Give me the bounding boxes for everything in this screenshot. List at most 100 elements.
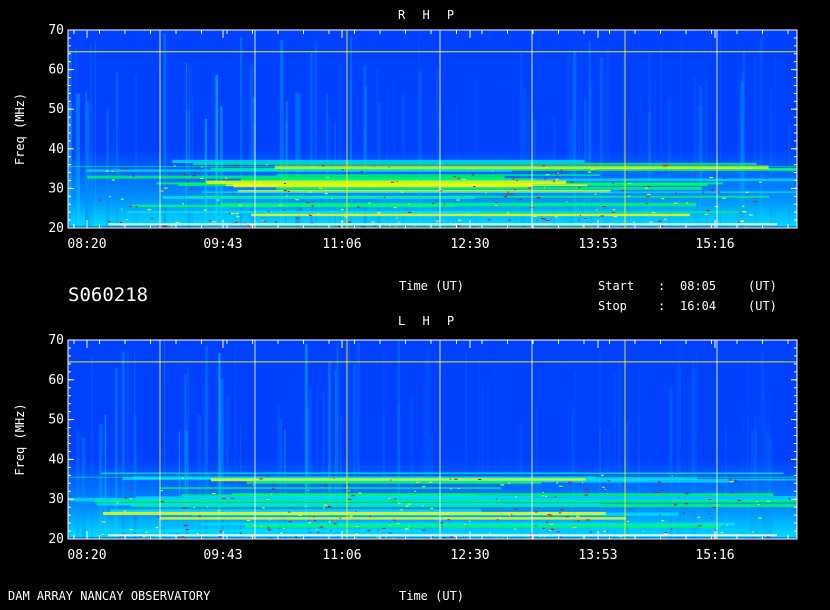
emission-speck xyxy=(661,198,665,200)
emission-streak xyxy=(760,350,764,539)
emission-streak xyxy=(573,50,577,228)
emission-streak xyxy=(121,351,125,539)
emission-speck xyxy=(105,170,109,172)
emission-speck xyxy=(536,197,541,199)
emission-speck xyxy=(737,499,741,501)
x-tick-label: 09:43 xyxy=(203,237,242,252)
emission-streak xyxy=(788,124,791,228)
spectrogram-panel-0: 20 30 40 50 60 70 Freq (MHz) 08:20 09:43 11:06 12:… xyxy=(13,23,798,252)
emission-speck xyxy=(322,165,325,167)
emission-streak xyxy=(688,380,690,539)
emission-speck xyxy=(356,206,360,208)
emission-speck xyxy=(123,510,126,512)
emission-speck xyxy=(540,218,544,220)
emission-streak xyxy=(215,75,219,228)
emission-streak xyxy=(350,36,353,228)
emission-speck xyxy=(400,191,404,193)
emission-speck xyxy=(514,508,517,510)
emission-speck xyxy=(282,512,287,514)
emission-speck xyxy=(394,498,397,500)
y-tick-label: 60 xyxy=(48,373,64,388)
emission-band xyxy=(210,478,586,482)
emission-speck xyxy=(489,532,491,534)
emission-speck xyxy=(122,224,124,226)
emission-speck xyxy=(109,196,111,198)
emission-speck xyxy=(722,197,726,199)
y-tick-label: 40 xyxy=(48,452,64,467)
emission-speck xyxy=(673,202,678,204)
emission-speck xyxy=(183,174,187,176)
emission-streak xyxy=(693,75,697,228)
emission-speck xyxy=(206,506,209,508)
emission-streak xyxy=(494,361,496,539)
emission-streak xyxy=(754,427,758,539)
emission-speck xyxy=(567,517,571,519)
emission-streak xyxy=(239,37,243,228)
emission-band xyxy=(110,509,482,513)
emission-speck xyxy=(546,521,549,523)
emission-speck xyxy=(439,522,443,524)
emission-streak xyxy=(648,52,652,228)
emission-speck xyxy=(416,481,420,483)
emission-speck xyxy=(508,482,510,484)
emission-speck xyxy=(627,520,630,522)
emission-speck xyxy=(295,536,298,538)
emission-speck xyxy=(181,536,184,538)
xlabel-rhp: Time (UT) xyxy=(399,279,465,293)
emission-speck xyxy=(509,514,511,516)
emission-speck xyxy=(270,493,273,495)
emission-speck xyxy=(123,168,128,170)
emission-speck xyxy=(452,222,454,224)
emission-speck xyxy=(675,192,678,194)
emission-streak xyxy=(442,376,444,539)
emission-streak xyxy=(349,81,352,228)
emission-speck xyxy=(537,507,539,509)
emission-streak xyxy=(339,62,341,228)
emission-streak xyxy=(134,75,138,228)
emission-speck xyxy=(439,190,443,192)
emission-speck xyxy=(382,224,384,226)
emission-speck xyxy=(457,487,460,489)
panel-title-lhp: L H P xyxy=(398,314,460,328)
emission-speck xyxy=(560,169,563,171)
emission-speck xyxy=(708,499,712,501)
emission-streak xyxy=(85,92,88,228)
emission-speck xyxy=(456,225,461,227)
emission-streak xyxy=(774,56,777,228)
y-tick-label: 20 xyxy=(48,221,64,236)
emission-speck xyxy=(222,181,225,183)
emission-speck xyxy=(487,219,491,221)
start-label: Start xyxy=(598,279,635,293)
emission-speck xyxy=(408,203,410,205)
emission-speck xyxy=(160,490,163,492)
emission-speck xyxy=(161,190,164,192)
emission-speck xyxy=(454,478,458,480)
emission-speck xyxy=(578,187,581,189)
emission-speck xyxy=(431,536,433,538)
emission-speck xyxy=(397,502,401,504)
emission-streak xyxy=(599,57,603,228)
emission-streak xyxy=(431,434,434,539)
emission-speck xyxy=(360,170,363,172)
emission-speck xyxy=(212,221,217,223)
emission-speck xyxy=(308,213,310,215)
emission-speck xyxy=(280,532,283,534)
emission-speck xyxy=(183,525,188,527)
emission-speck xyxy=(468,520,471,522)
emission-streak xyxy=(589,383,591,539)
emission-speck xyxy=(308,191,312,193)
emission-speck xyxy=(545,174,550,176)
emission-streak xyxy=(163,33,166,228)
emission-speck xyxy=(192,175,196,177)
emission-speck xyxy=(602,486,605,488)
emission-streak xyxy=(220,378,224,539)
emission-speck xyxy=(577,220,579,222)
emission-streak xyxy=(106,108,110,228)
emission-streak xyxy=(603,71,606,229)
emission-speck xyxy=(124,497,128,499)
emission-speck xyxy=(358,492,362,494)
emission-speck xyxy=(576,520,580,522)
emission-streak xyxy=(515,54,517,228)
emission-speck xyxy=(304,505,307,507)
emission-speck xyxy=(111,170,114,172)
